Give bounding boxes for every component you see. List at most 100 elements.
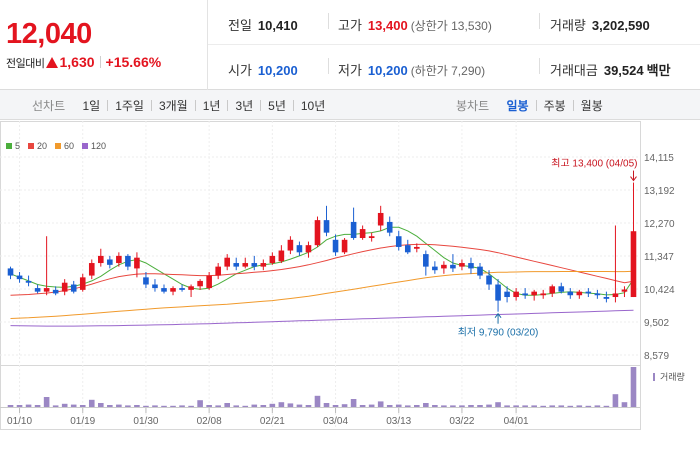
- line-period-1[interactable]: 1주일: [115, 99, 144, 113]
- candle-body: [603, 297, 610, 299]
- candle-body: [341, 239, 348, 253]
- divider: [194, 100, 196, 111]
- candle-body: [414, 246, 420, 249]
- line-period-5[interactable]: 5년: [268, 99, 286, 113]
- volume-bar: [179, 405, 185, 407]
- candle-body: [305, 245, 312, 253]
- candle-period-1[interactable]: 주봉: [543, 99, 566, 113]
- line-period-2[interactable]: 3개월: [158, 99, 188, 113]
- volume-bar: [251, 404, 258, 407]
- volume-bar: [233, 405, 240, 407]
- line-period-6[interactable]: 10년: [300, 99, 326, 113]
- volume-bar: [423, 403, 429, 407]
- volume-bar: [432, 405, 438, 407]
- line-chart-periods: 선차트 1일 1주일 3개월 1년 3년 5년 10년: [32, 97, 325, 114]
- legend-swatch: [6, 143, 12, 149]
- candle-body: [386, 221, 393, 233]
- volume-bar: [197, 400, 203, 407]
- line-period-4[interactable]: 3년: [235, 99, 254, 113]
- candle-body: [450, 264, 456, 269]
- line-period-3[interactable]: 1년: [202, 99, 221, 113]
- volume-bar: [52, 405, 59, 407]
- candle-body: [296, 245, 303, 253]
- volume-bar: [314, 395, 321, 407]
- volume-bar: [558, 405, 565, 407]
- low-label: 저가: [338, 63, 362, 78]
- volume-bar: [215, 405, 221, 407]
- chart-frame: [0, 121, 641, 430]
- prev-close-value: 10,410: [257, 18, 298, 33]
- volume-bar: [296, 404, 303, 407]
- volume-bar: [287, 403, 294, 407]
- y-tick-label: 14,115: [644, 153, 674, 164]
- divider: [539, 13, 540, 29]
- candle-body: [576, 291, 583, 296]
- x-tick-label: 04/01: [504, 416, 529, 427]
- low-value: 10,200: [367, 63, 408, 78]
- candle-body: [98, 255, 104, 264]
- volume-bar: [332, 405, 339, 407]
- volume-bar: [25, 404, 32, 407]
- volume-bar: [395, 404, 402, 407]
- volume-legend-label: 거래량: [660, 371, 685, 382]
- candle-body: [278, 250, 285, 262]
- up-triangle-icon: [46, 57, 59, 68]
- volume-bar: [43, 397, 50, 407]
- candlestick-chart: 14,115 13,192 12,270 11,347 10,424 9,502 8,579…: [0, 121, 685, 430]
- volume-bar: [107, 405, 113, 407]
- ma-legend: 5 20 60 120: [6, 141, 114, 151]
- candle-body: [206, 275, 212, 289]
- candle-body: [107, 259, 113, 265]
- candle-body: [585, 291, 592, 294]
- candle-body: [25, 280, 32, 283]
- candle-body: [269, 255, 276, 264]
- open-cell: 시가 10,200: [228, 60, 298, 79]
- candle-body: [224, 257, 230, 267]
- candle-body: [188, 286, 194, 290]
- volume-bar: [224, 403, 230, 407]
- prev-close-label: 전일: [228, 18, 252, 33]
- volume-bar: [386, 405, 393, 407]
- line-period-0[interactable]: 1일: [82, 99, 101, 113]
- divider: [107, 100, 109, 111]
- volume-bar: [630, 367, 637, 407]
- divider: [227, 100, 229, 111]
- volume-bar: [188, 405, 194, 407]
- volume-bar: [323, 403, 330, 407]
- candle-body: [404, 245, 411, 253]
- volume-bar: [603, 405, 610, 407]
- price-chart-area: 14,115 13,192 12,270 11,347 10,424 9,502 8,579…: [0, 121, 700, 450]
- volume-bar: [305, 405, 312, 407]
- candle-body: [350, 221, 357, 239]
- divider: [535, 100, 537, 111]
- change-label: 전일대비: [6, 58, 45, 70]
- divider: [539, 58, 540, 74]
- ma-line-60: [10, 270, 634, 319]
- volume-bar: [585, 405, 592, 407]
- divider: [328, 58, 329, 74]
- volume-bar: [61, 403, 68, 407]
- candle-period-0[interactable]: 일봉: [506, 99, 529, 113]
- candle-body: [215, 266, 221, 276]
- x-tick-label: 02/21: [260, 416, 285, 427]
- volume-bar: [377, 401, 384, 407]
- candle-body: [70, 284, 77, 292]
- candle-body: [179, 288, 185, 290]
- volume-bar: [621, 402, 628, 407]
- volume-bar: [341, 404, 348, 407]
- candle-body: [143, 277, 149, 285]
- candle-body: [522, 293, 528, 296]
- line-chart-title: 선차트: [32, 99, 66, 113]
- prev-close-cell: 전일 10,410: [228, 15, 298, 34]
- candle-period-2[interactable]: 월봉: [580, 99, 603, 113]
- volume-bar: [34, 405, 41, 407]
- volume-bar: [269, 403, 276, 407]
- volume-bar: [450, 405, 456, 407]
- volume-bar: [368, 404, 375, 407]
- amount-label: 거래대금: [550, 63, 598, 78]
- candle-body: [567, 291, 574, 296]
- ma-line-5: [10, 226, 634, 296]
- candle-body: [34, 288, 41, 292]
- candle-body: [242, 263, 249, 267]
- candle-body: [170, 288, 176, 292]
